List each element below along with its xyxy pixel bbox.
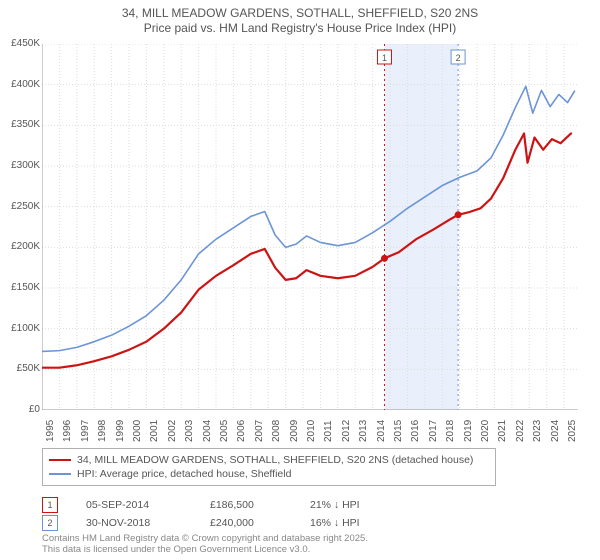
y-tick-label: £100K: [0, 323, 40, 334]
x-tick-label: 2024: [550, 420, 561, 442]
sale-date: 05-SEP-2014: [86, 499, 182, 511]
footer-line2: This data is licensed under the Open Gov…: [42, 545, 368, 556]
x-tick-label: 1998: [97, 420, 108, 442]
title-line2: Price paid vs. HM Land Registry's House …: [0, 21, 600, 36]
marker-badge: 1: [377, 50, 391, 64]
chart-container: 34, MILL MEADOW GARDENS, SOTHALL, SHEFFI…: [0, 0, 600, 560]
sale-row: 2 30-NOV-2018 £240,000 16% ↓ HPI: [42, 514, 400, 532]
chart-svg: 12: [42, 44, 578, 410]
x-tick-label: 2007: [254, 420, 265, 442]
sale-index-badge: 1: [42, 497, 58, 513]
marker-badge: 2: [451, 50, 465, 64]
footer: Contains HM Land Registry data © Crown c…: [42, 534, 368, 556]
x-tick-label: 2012: [341, 420, 352, 442]
x-tick-label: 2018: [445, 420, 456, 442]
y-tick-label: £150K: [0, 282, 40, 293]
legend-label: HPI: Average price, detached house, Shef…: [77, 467, 291, 481]
x-tick-label: 2023: [532, 420, 543, 442]
x-tick-label: 2025: [567, 420, 578, 442]
chart-plot-area: 12: [42, 44, 578, 410]
x-tick-label: 2006: [236, 420, 247, 442]
x-tick-label: 2015: [393, 420, 404, 442]
x-tick-label: 2008: [271, 420, 282, 442]
x-tick-label: 2022: [515, 420, 526, 442]
y-tick-label: £400K: [0, 79, 40, 90]
x-tick-label: 2017: [428, 420, 439, 442]
legend-label: 34, MILL MEADOW GARDENS, SOTHALL, SHEFFI…: [77, 453, 473, 467]
x-tick-label: 2020: [480, 420, 491, 442]
x-tick-label: 2002: [167, 420, 178, 442]
x-tick-label: 1996: [62, 420, 73, 442]
x-tick-label: 2013: [358, 420, 369, 442]
x-tick-label: 1995: [45, 420, 56, 442]
y-tick-label: £350K: [0, 119, 40, 130]
x-tick-label: 1999: [115, 420, 126, 442]
svg-text:2: 2: [456, 53, 461, 63]
y-tick-label: £200K: [0, 241, 40, 252]
sale-price: £186,500: [210, 499, 282, 511]
x-tick-label: 2004: [202, 420, 213, 442]
x-tick-label: 2003: [184, 420, 195, 442]
legend-item: 34, MILL MEADOW GARDENS, SOTHALL, SHEFFI…: [49, 453, 489, 467]
legend-swatch: [49, 473, 71, 475]
sales-table: 1 05-SEP-2014 £186,500 21% ↓ HPI 2 30-NOV-201…: [42, 496, 400, 532]
svg-text:1: 1: [382, 53, 387, 63]
x-tick-label: 2000: [132, 420, 143, 442]
sale-index-badge: 2: [42, 515, 58, 531]
y-tick-label: £50K: [0, 363, 40, 374]
x-tick-label: 2011: [323, 420, 334, 442]
x-tick-label: 2009: [289, 420, 300, 442]
legend-swatch: [49, 459, 71, 461]
legend-item: HPI: Average price, detached house, Shef…: [49, 467, 489, 481]
x-tick-label: 2001: [149, 420, 160, 442]
x-tick-label: 2016: [410, 420, 421, 442]
y-tick-label: £450K: [0, 38, 40, 49]
title-line1: 34, MILL MEADOW GARDENS, SOTHALL, SHEFFI…: [0, 6, 600, 21]
y-tick-label: £300K: [0, 160, 40, 171]
x-tick-label: 2010: [306, 420, 317, 442]
y-tick-label: £250K: [0, 201, 40, 212]
sale-row: 1 05-SEP-2014 £186,500 21% ↓ HPI: [42, 496, 400, 514]
x-tick-label: 2014: [376, 420, 387, 442]
x-tick-label: 2005: [219, 420, 230, 442]
sale-date: 30-NOV-2018: [86, 517, 182, 529]
x-tick-label: 2019: [463, 420, 474, 442]
x-tick-label: 1997: [80, 420, 91, 442]
sale-price: £240,000: [210, 517, 282, 529]
sale-delta: 21% ↓ HPI: [310, 499, 400, 511]
legend: 34, MILL MEADOW GARDENS, SOTHALL, SHEFFI…: [42, 448, 496, 486]
y-tick-label: £0: [0, 404, 40, 415]
chart-title-block: 34, MILL MEADOW GARDENS, SOTHALL, SHEFFI…: [0, 0, 600, 36]
sale-delta: 16% ↓ HPI: [310, 517, 400, 529]
x-tick-label: 2021: [497, 420, 508, 442]
